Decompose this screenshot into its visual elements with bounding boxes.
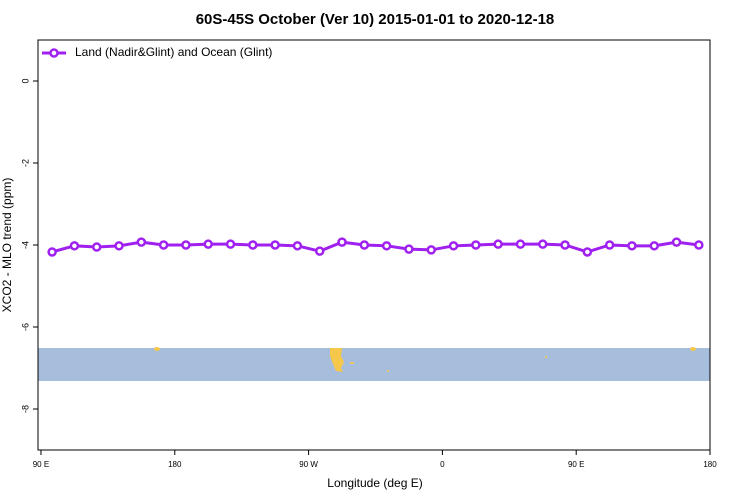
series-point	[560, 240, 570, 250]
series-point	[537, 239, 548, 249]
series-point	[515, 239, 526, 249]
series-point	[604, 240, 615, 250]
x-tick-label: 90 E	[33, 460, 49, 469]
series-point	[47, 247, 57, 257]
y-tick-label: -2	[20, 159, 30, 167]
series-point	[426, 245, 436, 255]
series-point	[649, 241, 659, 251]
x-tick-label: 180	[168, 460, 182, 469]
series-point	[314, 246, 325, 256]
legend-marker	[49, 48, 59, 58]
series-point	[448, 241, 459, 251]
series-point	[69, 241, 80, 251]
series-point	[158, 240, 169, 250]
series-point	[203, 239, 213, 249]
chart-title: 60S-45S October (Ver 10) 2015-01-01 to 2…	[196, 11, 555, 28]
series-point	[225, 239, 236, 249]
series-point	[181, 240, 191, 250]
series-point	[627, 241, 637, 251]
series-line	[51, 240, 700, 254]
series-point	[270, 240, 280, 250]
y-tick-label: -4	[20, 241, 30, 249]
y-tick-label: 0	[20, 78, 30, 83]
series-point	[582, 247, 593, 257]
x-tick-label: 90 E	[568, 460, 584, 469]
x-axis-label: Longitude (deg E)	[327, 476, 422, 490]
series-point	[381, 241, 392, 251]
series-point	[471, 240, 481, 250]
y-tick-label: -8	[20, 405, 30, 413]
land-shapes	[154, 347, 696, 372]
x-tick-label: 180	[703, 460, 717, 469]
series-point	[114, 241, 124, 251]
series-point	[671, 237, 682, 247]
map-band	[38, 348, 710, 381]
x-tick-label: 0	[440, 460, 445, 469]
series-point	[337, 237, 347, 247]
series-point	[694, 240, 704, 250]
series-point	[248, 240, 258, 250]
y-axis-label: XCO2 - MLO trend (ppm)	[0, 178, 14, 313]
series-point	[404, 244, 414, 254]
legend-label: Land (Nadir&Glint) and Ocean (Glint)	[75, 45, 272, 59]
series-point	[136, 237, 147, 247]
y-tick-label: -6	[20, 323, 30, 331]
x-tick-label: 90 W	[299, 460, 318, 469]
series-point	[91, 242, 102, 252]
series-point	[359, 240, 370, 250]
series-point	[292, 241, 303, 251]
series-point	[493, 239, 503, 249]
